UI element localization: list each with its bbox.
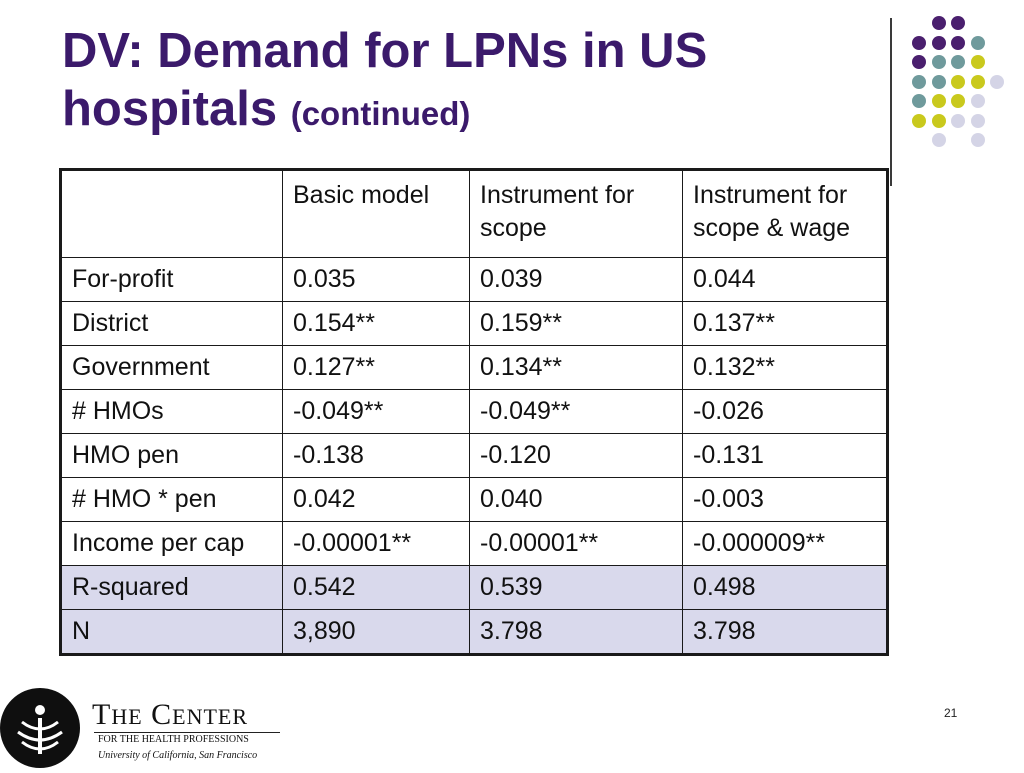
table-row: # HMOs -0.049** -0.049** -0.026 — [60, 389, 888, 434]
decorative-dot — [951, 55, 965, 69]
decorative-dot — [912, 55, 926, 69]
decorative-dot — [951, 16, 965, 30]
page-number: 21 — [944, 706, 958, 720]
decorative-dot — [951, 74, 965, 89]
table-cell: 0.539 — [469, 565, 683, 610]
decorative-dot-grid — [898, 14, 1018, 174]
table-cell: 3.798 — [682, 609, 888, 655]
table-cell: 0.127** — [282, 345, 470, 390]
table-cell: 0.039 — [469, 257, 683, 302]
decorative-dot — [912, 113, 926, 128]
table-header-cell — [60, 169, 283, 258]
table-header-row: Basic model Instrument for scope Instrum… — [60, 169, 888, 258]
table-header-cell: Instrument for scope — [469, 169, 683, 258]
table-cell: -0.131 — [682, 433, 888, 478]
decorative-dot — [970, 55, 985, 69]
table-cell: -0.049** — [469, 389, 683, 434]
decorative-dot — [912, 74, 926, 89]
slide-title-sub: (continued) — [290, 95, 471, 132]
table-cell: 0.542 — [282, 565, 470, 610]
table-cell: -0.00001** — [282, 521, 470, 566]
decorative-dot — [931, 94, 946, 108]
table-row: District 0.154** 0.159** 0.137** — [60, 301, 888, 346]
logo-rule — [94, 732, 280, 733]
table-row-shaded: N 3,890 3.798 3.798 — [60, 609, 888, 655]
table-cell: 0.035 — [282, 257, 470, 302]
decorative-dot — [951, 35, 965, 50]
table-cell: 0.159** — [469, 301, 683, 346]
logo-emblem-icon — [0, 688, 80, 768]
row-label: District — [60, 301, 283, 346]
table-row-shaded: R-squared 0.542 0.539 0.498 — [60, 565, 888, 610]
row-label: R-squared — [60, 565, 283, 610]
table-row: HMO pen -0.138 -0.120 -0.131 — [60, 433, 888, 478]
decorative-dot — [970, 133, 985, 147]
decorative-dot — [951, 94, 965, 108]
table-header-cell: Instrument for scope & wage — [682, 169, 888, 258]
table-row: Income per cap -0.00001** -0.00001** -0.… — [60, 521, 888, 566]
decorative-dot — [970, 74, 985, 89]
decorative-dot — [970, 94, 985, 108]
table-row: # HMO * pen 0.042 0.040 -0.003 — [60, 477, 888, 522]
logo-title-part: ENTER — [172, 704, 249, 729]
logo-title-part: T — [92, 698, 112, 731]
logo-subtitle: FOR THE HEALTH PROFESSIONS — [98, 734, 249, 745]
logo-title: THE CENTER — [92, 698, 248, 732]
row-label: For-profit — [60, 257, 283, 302]
decorative-dot — [912, 35, 926, 50]
table-header-cell: Basic model — [282, 169, 470, 258]
table-cell: 0.137** — [682, 301, 888, 346]
table-row: For-profit 0.035 0.039 0.044 — [60, 257, 888, 302]
table-cell: 3.798 — [469, 609, 683, 655]
decorative-divider — [890, 18, 892, 186]
decorative-dot — [990, 74, 1004, 89]
table-cell: -0.026 — [682, 389, 888, 434]
row-label: HMO pen — [60, 433, 283, 478]
decorative-dot — [951, 113, 965, 128]
table-cell: 0.040 — [469, 477, 683, 522]
table-cell: 3,890 — [282, 609, 470, 655]
table-cell: -0.138 — [282, 433, 470, 478]
decorative-dot — [931, 35, 946, 50]
table-cell: -0.003 — [682, 477, 888, 522]
logo-university: University of California, San Francisco — [98, 750, 258, 761]
decorative-dot — [912, 94, 926, 108]
logo-title-part: HE — [111, 704, 143, 729]
table-cell: 0.134** — [469, 345, 683, 390]
table-cell: 0.132** — [682, 345, 888, 390]
table-cell: 0.042 — [282, 477, 470, 522]
center-logo: THE CENTER FOR THE HEALTH PROFESSIONS Un… — [0, 688, 300, 768]
table-cell: 0.154** — [282, 301, 470, 346]
table-row: Government 0.127** 0.134** 0.132** — [60, 345, 888, 390]
slide-title-main: DV: Demand for LPNs in US hospitals — [62, 24, 708, 136]
table-cell: 0.044 — [682, 257, 888, 302]
table-cell: -0.000009** — [682, 521, 888, 566]
decorative-dot — [970, 113, 985, 128]
decorative-dot — [931, 55, 946, 69]
decorative-dot — [931, 16, 946, 30]
regression-table: Basic model Instrument for scope Instrum… — [59, 168, 889, 656]
decorative-dot — [931, 74, 946, 89]
row-label: N — [60, 609, 283, 655]
row-label: # HMOs — [60, 389, 283, 434]
table-cell: 0.498 — [682, 565, 888, 610]
slide-title: DV: Demand for LPNs in US hospitals (con… — [62, 22, 862, 143]
row-label: Income per cap — [60, 521, 283, 566]
decorative-dot — [970, 35, 985, 50]
decorative-dot — [931, 113, 946, 128]
table-cell: -0.00001** — [469, 521, 683, 566]
table-cell: -0.120 — [469, 433, 683, 478]
logo-title-part: C — [151, 698, 173, 731]
table-cell: -0.049** — [282, 389, 470, 434]
row-label: Government — [60, 345, 283, 390]
row-label: # HMO * pen — [60, 477, 283, 522]
decorative-dot — [931, 133, 946, 147]
